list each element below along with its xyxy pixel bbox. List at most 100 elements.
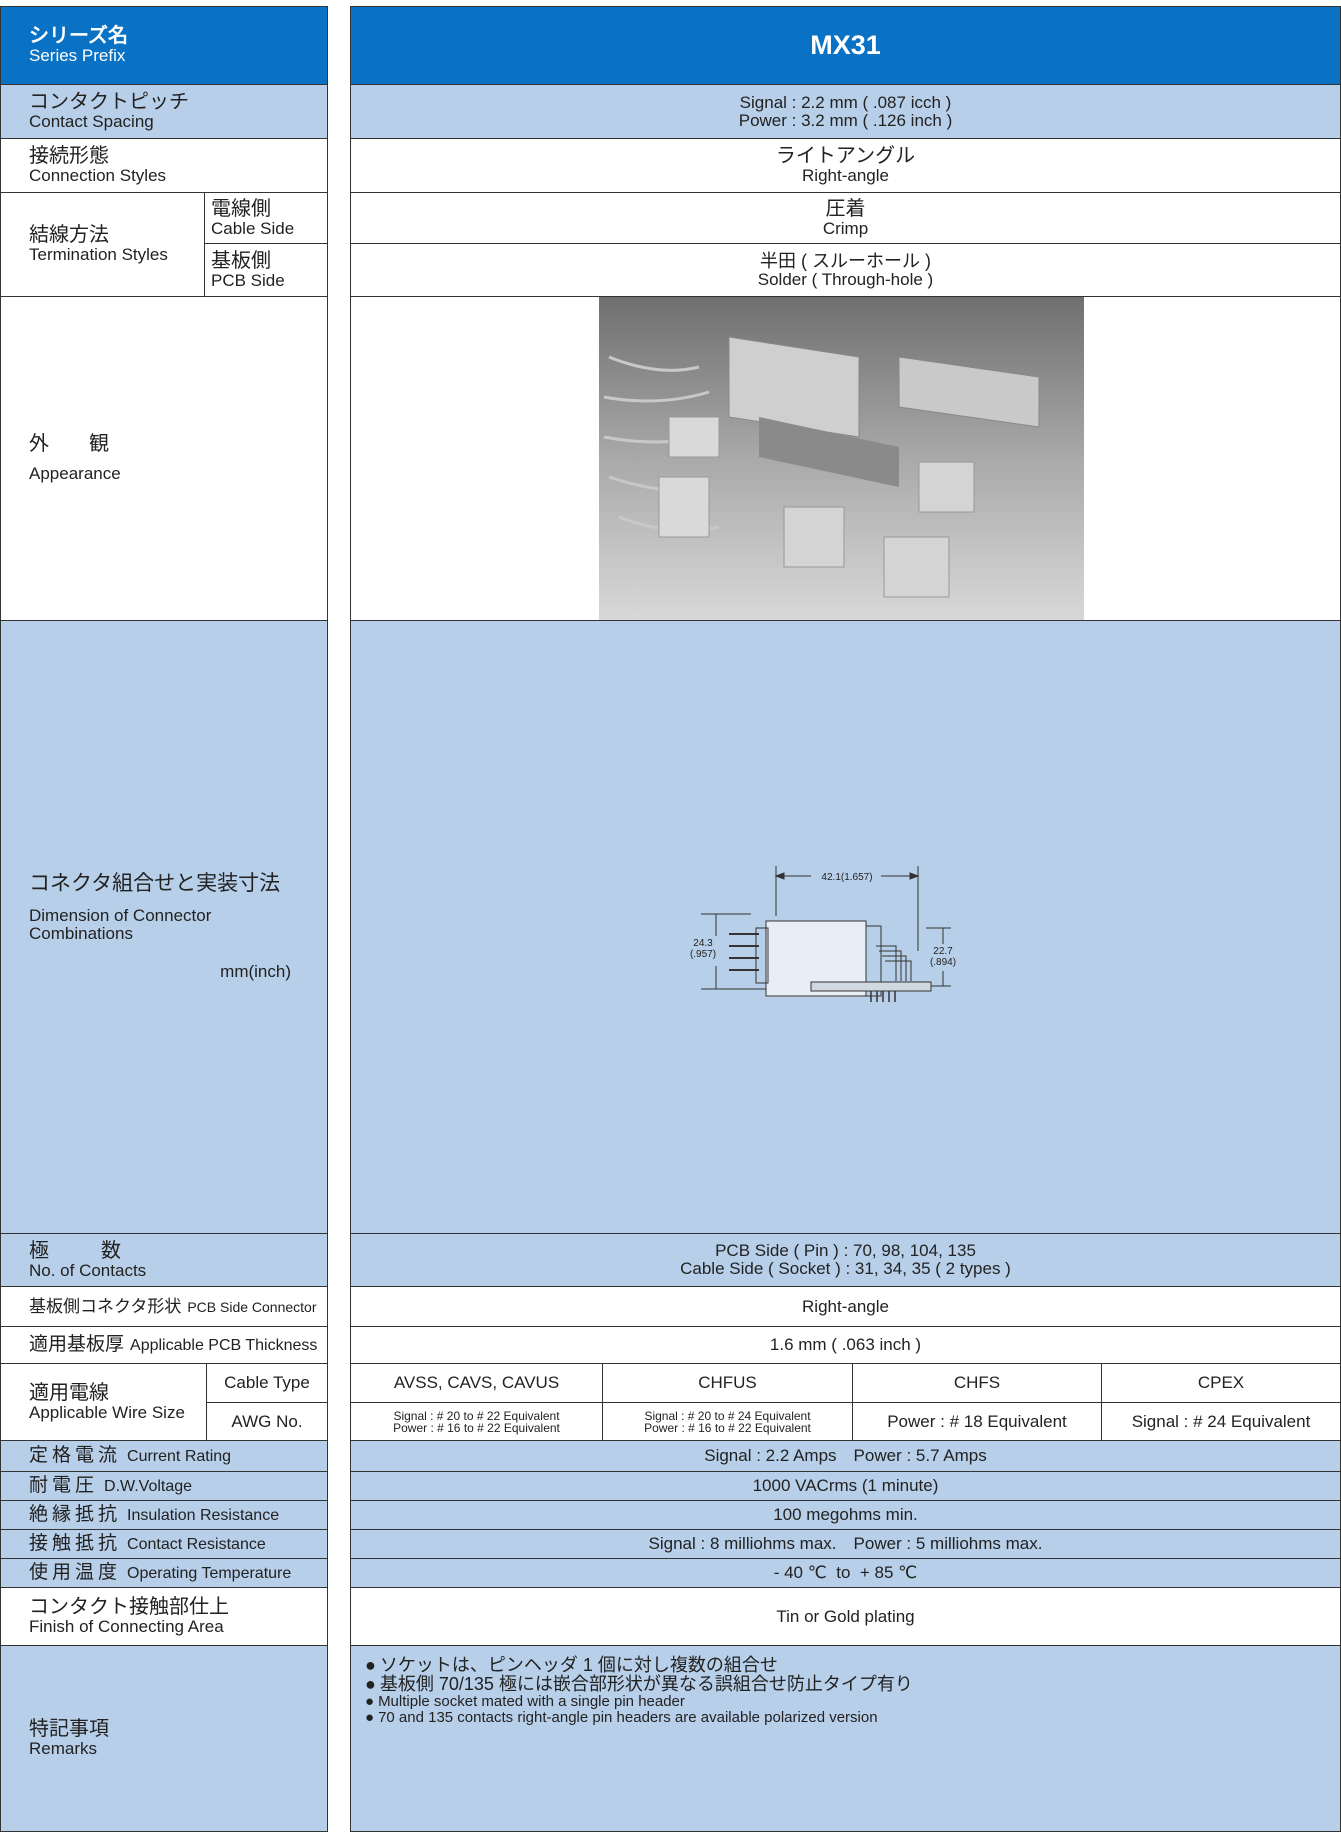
- height-right: (.894): [930, 957, 956, 968]
- value-en: Crimp: [822, 218, 869, 238]
- awg-line: Signal : # 20 to # 24 Equivalent: [644, 1408, 811, 1423]
- label-en: Contact Spacing: [29, 112, 154, 132]
- row-value: 圧着 Crimp: [350, 192, 1341, 244]
- row-value: ソケットは、ピンヘッダ 1 個に対し複数の組合せ 基板側 70/135 極には嵌…: [350, 1645, 1341, 1832]
- row-value: 100 megohms min.: [350, 1500, 1341, 1530]
- awg-line: Power : # 16 to # 22 Equivalent: [393, 1420, 560, 1435]
- label-ja: 基板側: [211, 249, 271, 272]
- row-value: 1.6 mm ( .063 inch ): [350, 1326, 1341, 1364]
- label-ja: 基板側コネクタ形状: [29, 1297, 182, 1316]
- label-en: Cable Side: [211, 218, 295, 238]
- row-value: Signal : 8 milliohms max. Power : 5 mill…: [350, 1529, 1341, 1559]
- remarks-list: ソケットは、ピンヘッダ 1 個に対し複数の組合せ 基板側 70/135 極には嵌…: [351, 1646, 1340, 1725]
- row-label: 定格電流 Current Rating: [0, 1440, 328, 1472]
- label-ja: 外 観: [29, 433, 109, 456]
- value-line: Cable Side ( Socket ) : 31, 34, 35 ( 2 t…: [680, 1259, 1011, 1278]
- row-value: Tin or Gold plating: [350, 1587, 1341, 1646]
- label-ja: 使用温度: [29, 1562, 122, 1583]
- label-en: Finish of Connecting Area: [29, 1617, 224, 1637]
- label-ja: 特記事項: [29, 1718, 109, 1741]
- label-en: Contact Resistance: [127, 1536, 266, 1553]
- label-ja: 極 数: [29, 1239, 125, 1262]
- value-line: PCB Side ( Pin ) : 70, 98, 104, 135: [715, 1241, 976, 1261]
- remark: 70 and 135 contacts right-angle pin head…: [365, 1709, 1340, 1726]
- row-label: 結線方法 Termination Styles: [0, 192, 205, 297]
- value-en: Right-angle: [802, 166, 889, 186]
- unit: mm(inch): [220, 961, 291, 981]
- row-label: 接続形態 Connection Styles: [0, 138, 328, 193]
- row-label: 耐電圧 D.W.Voltage: [0, 1471, 328, 1501]
- cable-type: AVSS, CAVS, CAVUS: [350, 1363, 603, 1403]
- awg-line: Power : # 16 to # 22 Equivalent: [644, 1420, 811, 1435]
- cable-type: CPEX: [1101, 1363, 1341, 1403]
- label-ja: 絶縁抵抗: [29, 1504, 122, 1525]
- awg-line: Power : # 18 Equivalent: [887, 1411, 1067, 1431]
- value-ja: 圧着: [825, 197, 866, 220]
- label-ja: 適用基板厚: [29, 1334, 125, 1355]
- awg-line: Signal : # 20 to # 22 Equivalent: [393, 1408, 560, 1423]
- awg-line: Signal : # 24 Equivalent: [1131, 1411, 1311, 1431]
- label-en: Applicable Wire Size: [29, 1402, 185, 1422]
- row-label: 特記事項 Remarks: [0, 1645, 328, 1832]
- label-ja: 結線方法: [29, 224, 109, 247]
- label-en: Connection Styles: [29, 166, 167, 186]
- row-label: 極 数 No. of Contacts: [0, 1233, 328, 1287]
- label-ja: 適用電線: [29, 1381, 109, 1404]
- row-label: 適用基板厚 Applicable PCB Thickness: [0, 1326, 328, 1364]
- sub-label: AWG No.: [206, 1402, 328, 1441]
- label-en: Current Rating: [127, 1448, 232, 1465]
- row-label: コネクタ組合せと実装寸法 Dimension of Connector Comb…: [0, 620, 328, 1234]
- header-label: シリーズ名 Series Prefix: [0, 6, 328, 85]
- width-label: 42.1(1.657): [821, 872, 872, 883]
- row-label: 接触抵抗 Contact Resistance: [0, 1529, 328, 1559]
- label-ja: 接触抵抗: [29, 1533, 122, 1554]
- sub-label: Cable Type: [206, 1363, 328, 1403]
- label-en: Insulation Resistance: [127, 1507, 280, 1524]
- value-line: Power : 3.2 mm ( .126 inch ): [738, 110, 953, 130]
- label-ja: コネクタ組合せと実装寸法: [29, 872, 281, 896]
- value-ja: ライトアングル: [775, 145, 916, 168]
- label-ja: コンタクト接触部仕上: [29, 1596, 229, 1619]
- label-en: Applicable PCB Thickness: [130, 1337, 318, 1354]
- row-label: 外 観 Appearance: [0, 296, 328, 621]
- row-value: Signal : 2.2 mm ( .087 icch ) Power : 3.…: [350, 84, 1341, 139]
- label-ja: 電線側: [211, 197, 271, 220]
- row-value: 1000 VACrms (1 minute): [350, 1471, 1341, 1501]
- label-en: Operating Temperature: [127, 1565, 292, 1582]
- row-value: 42.1(1.657) 24.3 (.957) 22.7 (.894): [350, 620, 1341, 1234]
- label-en: No. of Contacts: [29, 1260, 147, 1280]
- row-value: 半田 ( スルーホール ) Solder ( Through-hole ): [350, 243, 1341, 297]
- dimension-drawing: 42.1(1.657) 24.3 (.957) 22.7 (.894): [690, 866, 956, 1002]
- remark: 基板側 70/135 極には嵌合部形状が異なる誤組合せ防止タイプ有り: [365, 1674, 1340, 1694]
- label-en: Appearance: [29, 464, 121, 484]
- label-en: Termination Styles: [29, 245, 168, 265]
- height-right: 22.7: [933, 946, 953, 957]
- label-ja: 耐電圧: [29, 1475, 99, 1496]
- label-en: Series Prefix: [29, 46, 126, 66]
- cable-type: CHFS: [852, 1363, 1102, 1403]
- awg: Power : # 18 Equivalent: [852, 1402, 1102, 1441]
- series-name: MX31: [350, 6, 1341, 85]
- label-en: D.W.Voltage: [104, 1478, 193, 1495]
- sub-label: 基板側 PCB Side: [204, 243, 328, 297]
- height-left: (.957): [690, 949, 716, 960]
- sub-label: 電線側 Cable Side: [204, 192, 328, 244]
- product-photo: [599, 297, 1084, 620]
- row-value: - 40 ℃ to + 85 ℃: [350, 1558, 1341, 1588]
- label-en: Remarks: [29, 1739, 98, 1759]
- row-value: ライトアングル Right-angle: [350, 138, 1341, 193]
- value-line: Signal : 2.2 mm ( .087 icch ): [739, 92, 952, 112]
- row-value: PCB Side ( Pin ) : 70, 98, 104, 135 Cabl…: [350, 1233, 1341, 1287]
- row-value: [350, 296, 1341, 621]
- height-left: 24.3: [693, 938, 713, 949]
- row-value: Signal : 2.2 Amps Power : 5.7 Amps: [350, 1440, 1341, 1472]
- awg: Signal : # 20 to # 22 Equivalent Power : …: [350, 1402, 603, 1441]
- row-label: コンタクトピッチ Contact Spacing: [0, 84, 328, 139]
- row-label: 使用温度 Operating Temperature: [0, 1558, 328, 1588]
- label-ja: コンタクトピッチ: [29, 91, 189, 114]
- awg: Signal : # 20 to # 24 Equivalent Power : …: [602, 1402, 853, 1441]
- label-en: Dimension of Connector Combinations: [29, 906, 212, 944]
- column-gap: [328, 0, 350, 1832]
